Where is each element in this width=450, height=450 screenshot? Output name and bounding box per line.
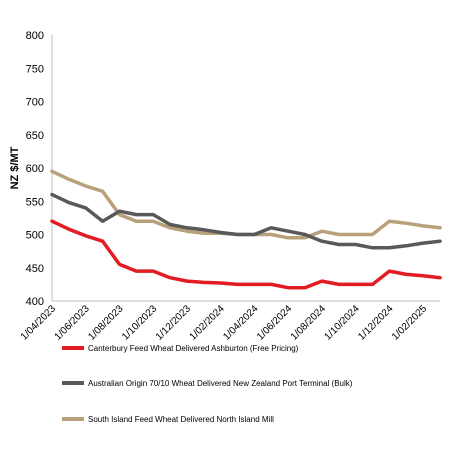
y-tick-label: 400 <box>26 296 44 308</box>
legend-label-australian: Australian Origin 70/10 Wheat Delivered … <box>88 378 353 388</box>
y-tick-label: 800 <box>26 30 44 42</box>
x-tick-label: 1/10/2024 <box>323 303 363 343</box>
x-tick-label: 1/06/2024 <box>255 303 295 343</box>
y-tick-label: 500 <box>26 230 44 242</box>
legend-label-south-island: South Island Feed Wheat Delivered North … <box>88 414 274 424</box>
legend-swatch-canterbury <box>62 346 84 350</box>
legend-label-canterbury: Canterbury Feed Wheat Delivered Ashburto… <box>88 343 299 353</box>
y-axis: 400 450 500 550 600 650 700 750 800 <box>26 30 53 308</box>
y-tick-label: 600 <box>26 163 44 175</box>
y-tick-label: 700 <box>26 97 44 109</box>
x-tick-label: 1/08/2023 <box>86 303 126 343</box>
legend-item-south-island: South Island Feed Wheat Delivered North … <box>62 411 274 427</box>
y-tick-label: 550 <box>26 196 44 208</box>
series-canterbury-line <box>50 219 442 290</box>
x-axis: 1/04/20231/06/20231/08/20231/10/20231/12… <box>19 300 440 343</box>
x-tick-label: 1/02/2025 <box>390 303 430 343</box>
y-axis-label: NZ $/MT <box>9 146 21 189</box>
series-south-island-line <box>50 169 442 240</box>
x-tick-label: 1/06/2023 <box>53 303 93 343</box>
y-tick-label: 450 <box>26 263 44 275</box>
x-tick-label: 1/08/2024 <box>289 303 329 343</box>
legend-item-canterbury: Canterbury Feed Wheat Delivered Ashburto… <box>62 340 298 356</box>
x-tick-label: 1/10/2023 <box>120 303 160 343</box>
series-layer <box>50 169 442 290</box>
x-tick-label: 1/12/2023 <box>154 303 194 343</box>
x-tick-label: 1/04/2024 <box>221 303 261 343</box>
x-tick-label: 1/12/2024 <box>356 303 396 343</box>
y-tick-label: 650 <box>26 130 44 142</box>
legend-swatch-south-island <box>62 417 84 421</box>
x-tick-label: 1/04/2023 <box>19 303 59 343</box>
legend-swatch-australian <box>62 381 84 385</box>
series-australian-line <box>50 192 442 250</box>
legend-item-australian: Australian Origin 70/10 Wheat Delivered … <box>62 375 352 391</box>
x-tick-label: 1/02/2024 <box>188 303 228 343</box>
y-tick-label: 750 <box>26 63 44 75</box>
